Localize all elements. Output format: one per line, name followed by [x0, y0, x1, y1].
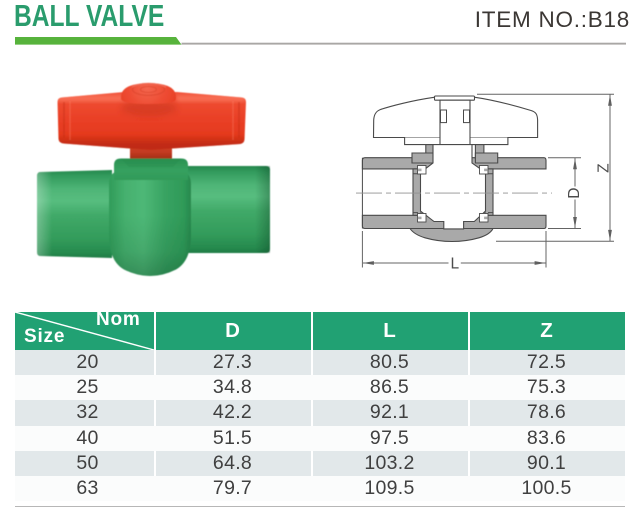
svg-text:D: D: [566, 188, 583, 199]
svg-text:Z: Z: [595, 163, 612, 172]
svg-text:L: L: [451, 256, 460, 273]
